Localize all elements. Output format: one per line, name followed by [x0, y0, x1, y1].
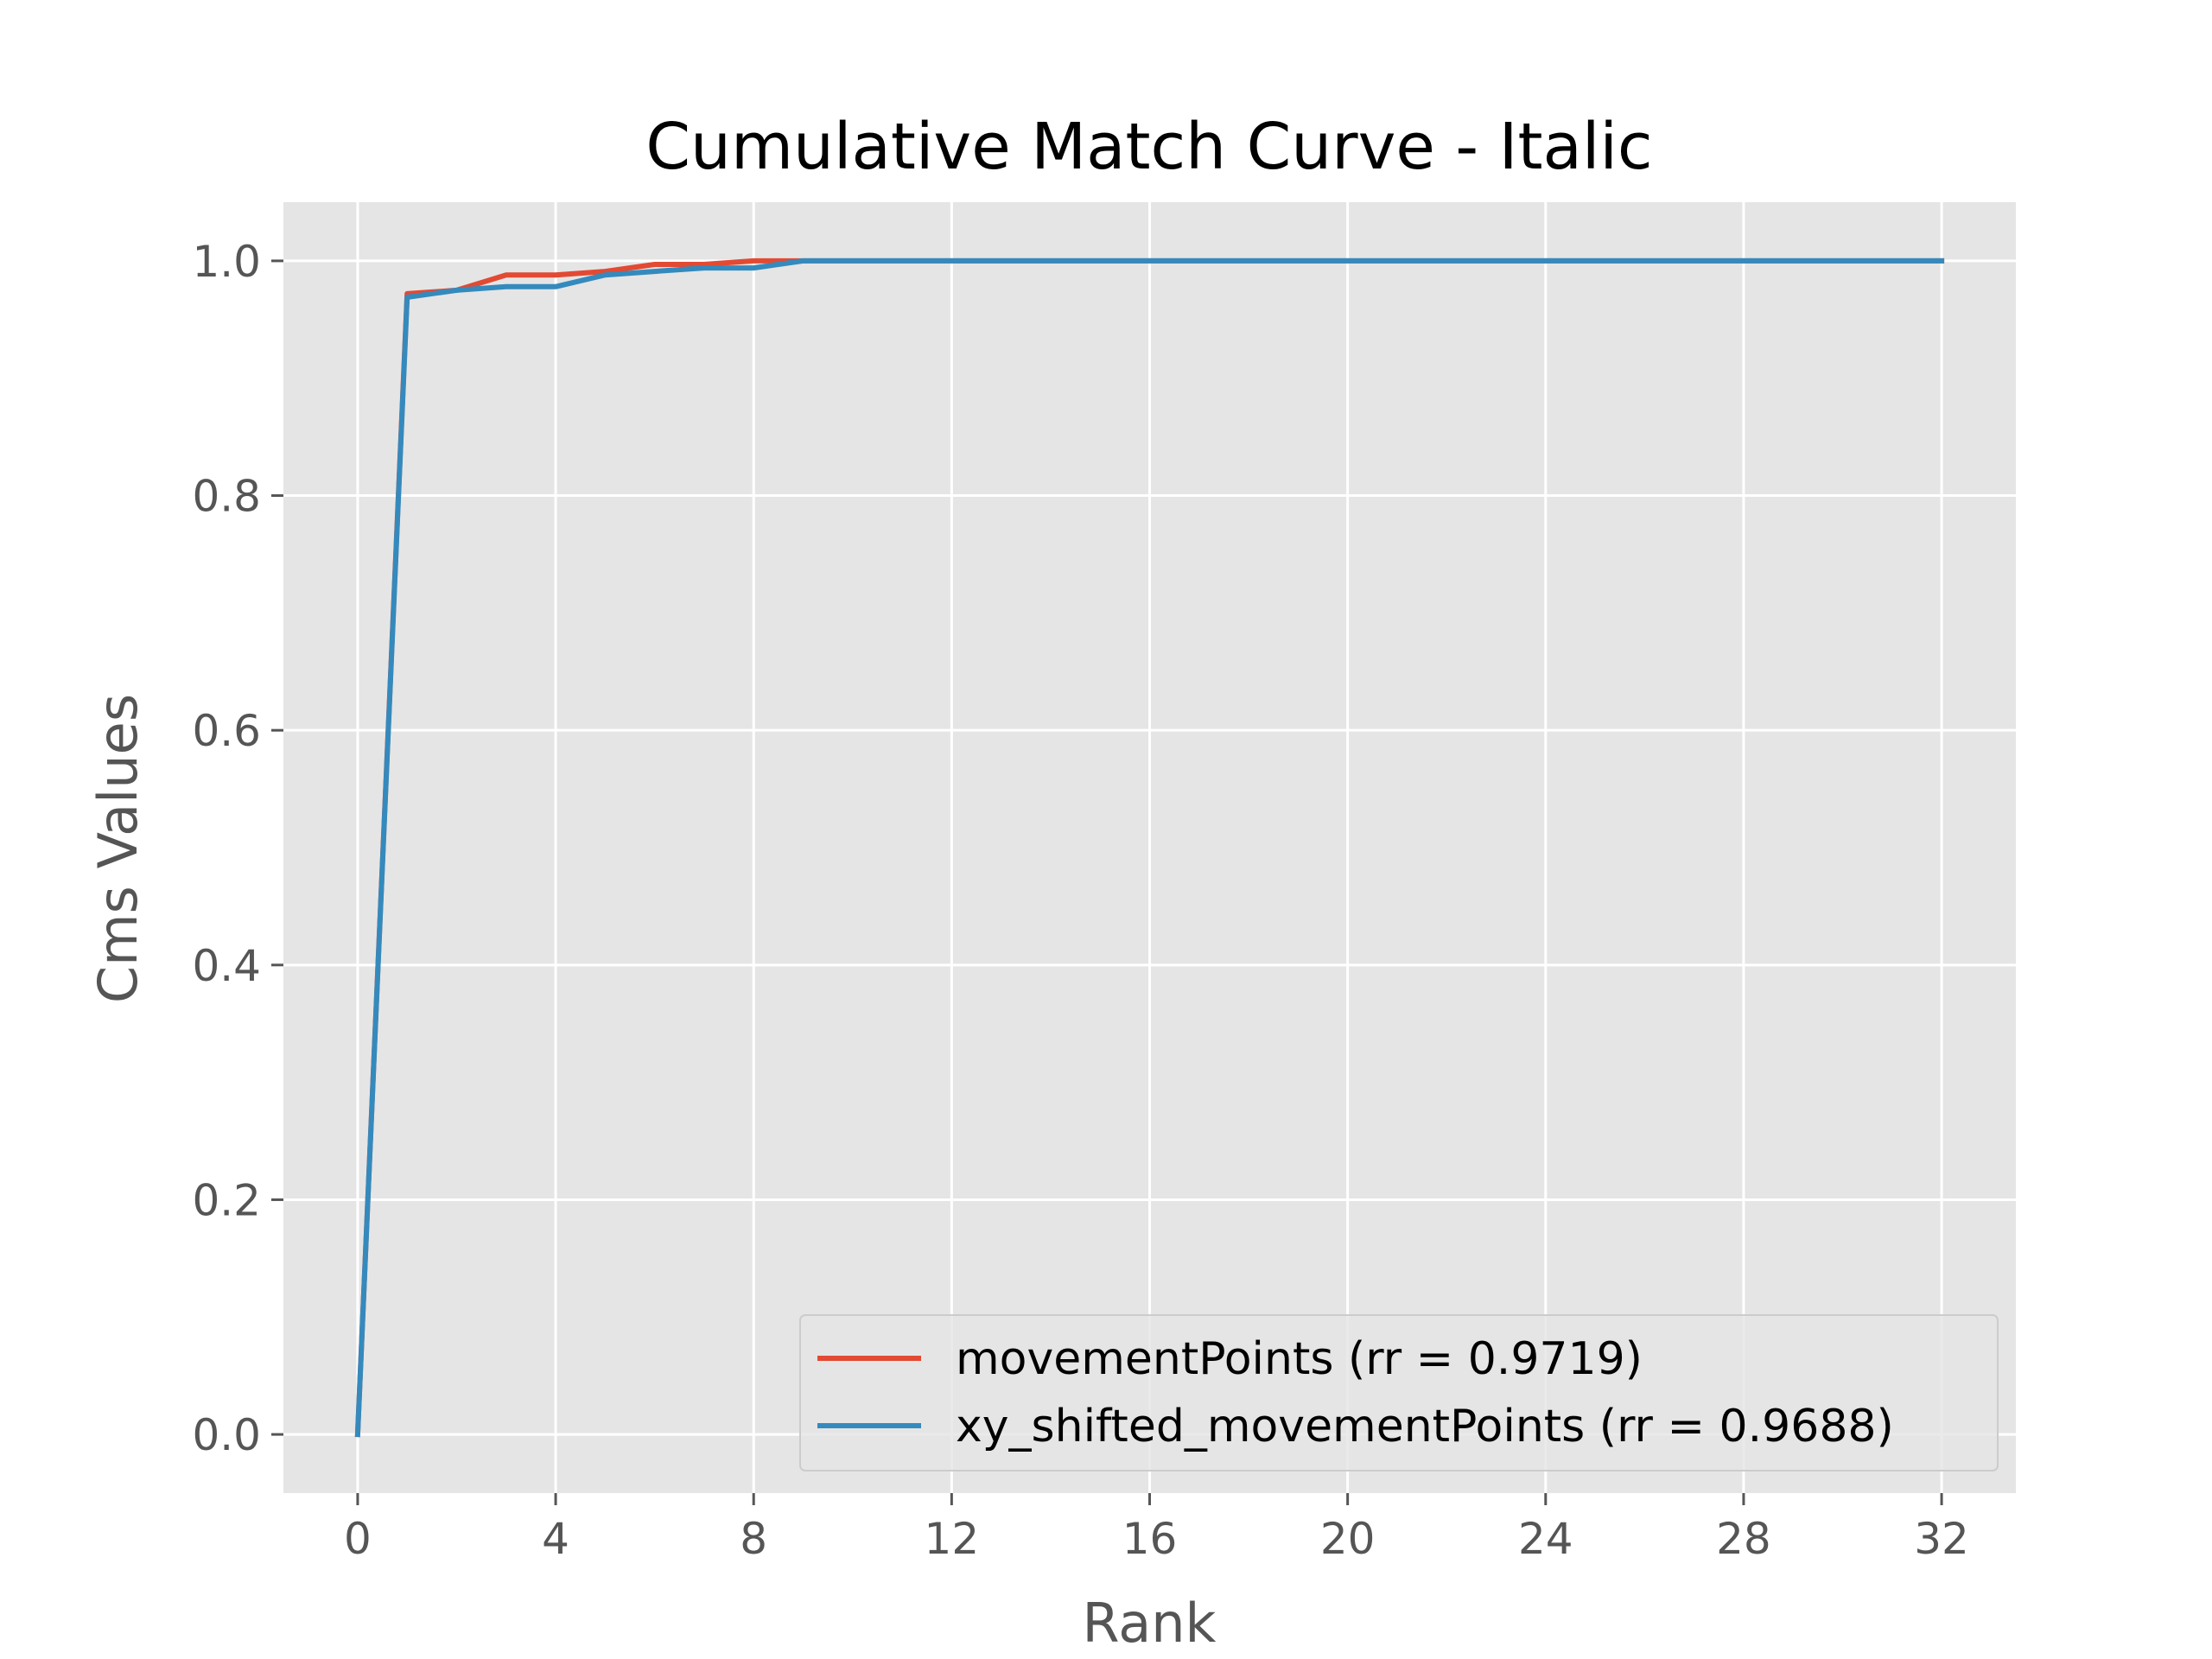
y-tick-label: 0.4	[192, 941, 261, 991]
x-tick-label: 8	[740, 1514, 767, 1564]
legend-entry-xy-shifted-movementPoints: xy_shifted_movementPoints (rr = 0.9688)	[956, 1401, 1894, 1452]
x-tick-label: 12	[925, 1514, 980, 1564]
x-tick-label: 0	[344, 1514, 372, 1564]
data-series	[354, 257, 1945, 1438]
y-tick-label: 0.2	[192, 1175, 261, 1225]
x-axis-label: Rank	[1083, 1592, 1217, 1655]
y-axis-ticks: 0.0 0.2 0.4 0.6 0.8 1.0	[192, 237, 283, 1460]
chart-title: Cumulative Match Curve - Italic	[645, 110, 1652, 184]
y-tick-label: 1.0	[192, 237, 261, 287]
series-line-1	[354, 257, 1945, 1438]
x-tick-label: 4	[542, 1514, 569, 1564]
x-axis-ticks: 0 4 8 12 16 20 24 28 32	[344, 1493, 1969, 1564]
grid-lines	[283, 202, 2016, 1493]
legend: movementPoints (rr = 0.9719) xy_shifted_…	[799, 1314, 1999, 1471]
legend-box	[799, 1314, 1999, 1471]
x-tick-label: 32	[1914, 1514, 1969, 1564]
x-tick-label: 28	[1716, 1514, 1771, 1564]
y-tick-label: 0.8	[192, 472, 261, 522]
x-tick-label: 20	[1320, 1514, 1376, 1564]
x-tick-label: 16	[1122, 1514, 1178, 1564]
y-tick-label: 0.6	[192, 706, 261, 756]
x-tick-label: 24	[1518, 1514, 1573, 1564]
y-tick-label: 0.0	[192, 1410, 261, 1460]
legend-entry-movementPoints: movementPoints (rr = 0.9719)	[956, 1333, 1643, 1385]
y-axis-label: Cms Values	[86, 694, 149, 1003]
